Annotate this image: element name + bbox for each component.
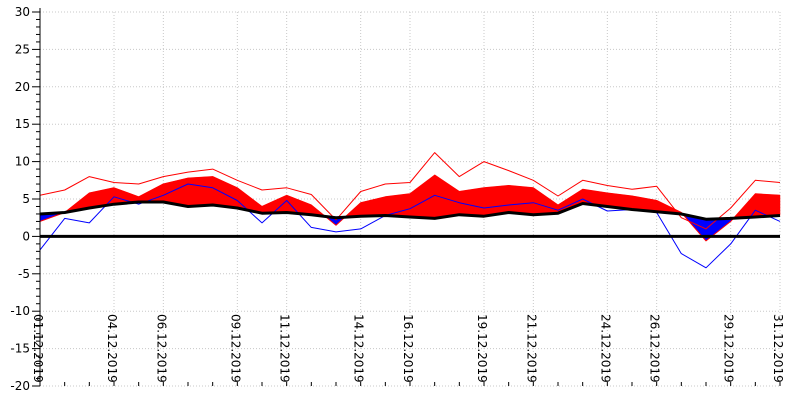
y-tick-label: 5	[22, 192, 30, 206]
above-normal-fill	[187, 176, 213, 207]
y-tick-label: -5	[18, 267, 30, 281]
above-normal-fill	[508, 185, 534, 215]
above-normal-fill	[459, 187, 485, 217]
x-tick-labels: 01.12.2019 04.12.2019 06.12.2019 09.12.2019…	[31, 314, 785, 383]
x-tick-label: 19.12.2019	[475, 314, 489, 383]
x-tick-label: 04.12.2019	[105, 314, 119, 383]
x-tick-label: 21.12.2019	[524, 314, 538, 383]
above-normal-fill	[212, 176, 238, 209]
y-tick-label: 15	[15, 117, 30, 131]
normal-line	[39, 200, 781, 221]
y-tick-label: 30	[15, 5, 30, 19]
y-tick-label: -10	[10, 304, 30, 318]
mean-line	[39, 174, 781, 242]
x-tick-label: 26.12.2019	[648, 314, 662, 383]
x-tick-label: 01.12.2019	[31, 314, 45, 383]
y-tick-label: 10	[15, 155, 30, 169]
x-tick-label: 16.12.2019	[401, 314, 415, 383]
y-tick-label: 20	[15, 80, 30, 94]
x-tick-label: 11.12.2019	[278, 314, 292, 383]
x-tick-label: 06.12.2019	[154, 314, 168, 383]
above-normal-fill	[755, 193, 781, 218]
x-tick-label: 14.12.2019	[352, 314, 366, 383]
max-line	[39, 152, 781, 230]
x-tick-label: 31.12.2019	[771, 314, 785, 383]
y-tick-label: 25	[15, 42, 30, 56]
series-lines	[39, 152, 781, 269]
y-tick-label: 0	[22, 229, 30, 243]
x-tick-label: 09.12.2019	[228, 314, 242, 383]
x-tick-label: 24.12.2019	[598, 314, 612, 383]
above-normal-fill	[385, 193, 411, 218]
x-tick-label: 29.12.2019	[722, 314, 736, 383]
y-tick-label: -15	[10, 342, 30, 356]
axes	[32, 8, 781, 387]
y-tick-label: -20	[10, 379, 30, 393]
y-tick-labels: 30 25 20 15 10 5 0 -5 -10 -15 -20	[10, 5, 30, 393]
above-normal-fill	[533, 187, 559, 215]
